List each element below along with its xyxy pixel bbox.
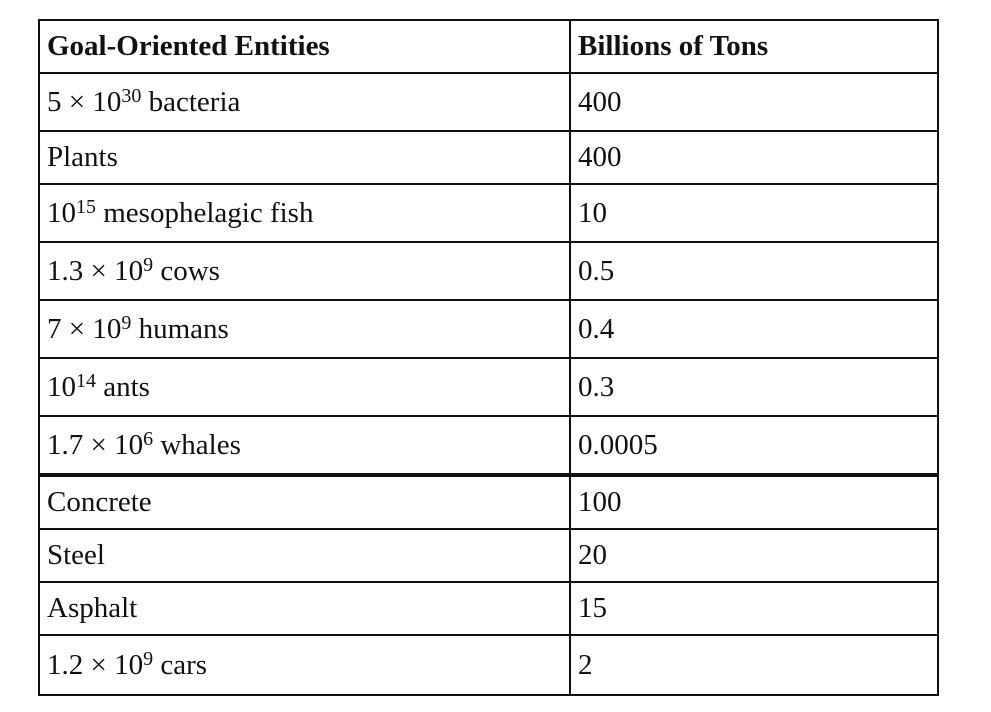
count-exponent: 15 [76, 195, 96, 218]
entity-cell: 1015 mesophelagic fish [38, 183, 571, 243]
table-row: Concrete 100 [38, 473, 939, 530]
header-billions-of-tons: Billions of Tons [569, 19, 939, 74]
mass-cell: 400 [569, 72, 939, 132]
entity-cell: Steel [38, 528, 571, 583]
table-row: 1.3 × 109 cows 0.5 [38, 241, 939, 301]
count-coefficient: 7 × 10 [47, 312, 122, 345]
table-row: 1014 ants 0.3 [38, 357, 939, 417]
entity-name: mesophelagic fish [96, 196, 314, 229]
table-row: Plants 400 [38, 130, 939, 185]
entity-cell: 1.7 × 106 whales [38, 415, 571, 476]
entity-name: ants [96, 370, 150, 403]
table-row: Asphalt 15 [38, 581, 939, 636]
count-exponent: 30 [121, 84, 142, 107]
count-exponent: 14 [76, 369, 96, 392]
count-exponent: 9 [143, 253, 154, 276]
mass-cell: 0.3 [569, 357, 939, 417]
mass-cell: 400 [569, 130, 939, 185]
entity-cell: Concrete [38, 473, 571, 530]
entity-name: humans [131, 312, 229, 345]
entity-cell: 5 × 1030 bacteria [38, 72, 571, 132]
entity-name: cows [153, 254, 220, 287]
entity-cell: Plants [38, 130, 571, 185]
mass-cell: 0.4 [569, 299, 939, 359]
count-coefficient: 1.3 × 10 [47, 254, 144, 287]
entity-name: Asphalt [47, 592, 138, 624]
count-coefficient: 5 × 10 [47, 85, 122, 118]
count-coefficient: 10 [47, 370, 76, 403]
entity-name: whales [153, 428, 241, 461]
entity-name: Concrete [47, 486, 152, 518]
table-row: 1.2 × 109 cars 2 [38, 634, 939, 696]
mass-cell: 2 [569, 634, 939, 696]
mass-cell: 0.0005 [569, 415, 939, 476]
entity-name: bacteria [141, 85, 241, 118]
table-row: 1015 mesophelagic fish 10 [38, 183, 939, 243]
entity-name: Steel [47, 539, 105, 571]
entity-cell: Asphalt [38, 581, 571, 636]
entity-cell: 1.2 × 109 cars [38, 634, 571, 696]
count-coefficient: 1.7 × 10 [47, 428, 144, 461]
header-row: Goal-Oriented Entities Billions of Tons [38, 19, 939, 74]
count-exponent: 9 [143, 647, 154, 670]
header-entities: Goal-Oriented Entities [38, 19, 571, 74]
table-row: 5 × 1030 bacteria 400 [38, 72, 939, 132]
mass-cell: 10 [569, 183, 939, 243]
biomass-table: Goal-Oriented Entities Billions of Tons … [38, 19, 939, 696]
count-coefficient: 1.2 × 10 [47, 648, 144, 681]
mass-cell: 15 [569, 581, 939, 636]
mass-cell: 20 [569, 528, 939, 583]
table-row: Steel 20 [38, 528, 939, 583]
entity-name: cars [153, 648, 208, 681]
count-exponent: 6 [143, 427, 154, 450]
entity-cell: 7 × 109 humans [38, 299, 571, 359]
count-exponent: 9 [121, 311, 132, 334]
entity-name: Plants [47, 141, 118, 173]
entity-cell: 1.3 × 109 cows [38, 241, 571, 301]
table-row: 1.7 × 106 whales 0.0005 [38, 415, 939, 476]
mass-cell: 0.5 [569, 241, 939, 301]
table-row: 7 × 109 humans 0.4 [38, 299, 939, 359]
entity-cell: 1014 ants [38, 357, 571, 417]
mass-cell: 100 [569, 473, 939, 530]
count-coefficient: 10 [47, 196, 76, 229]
